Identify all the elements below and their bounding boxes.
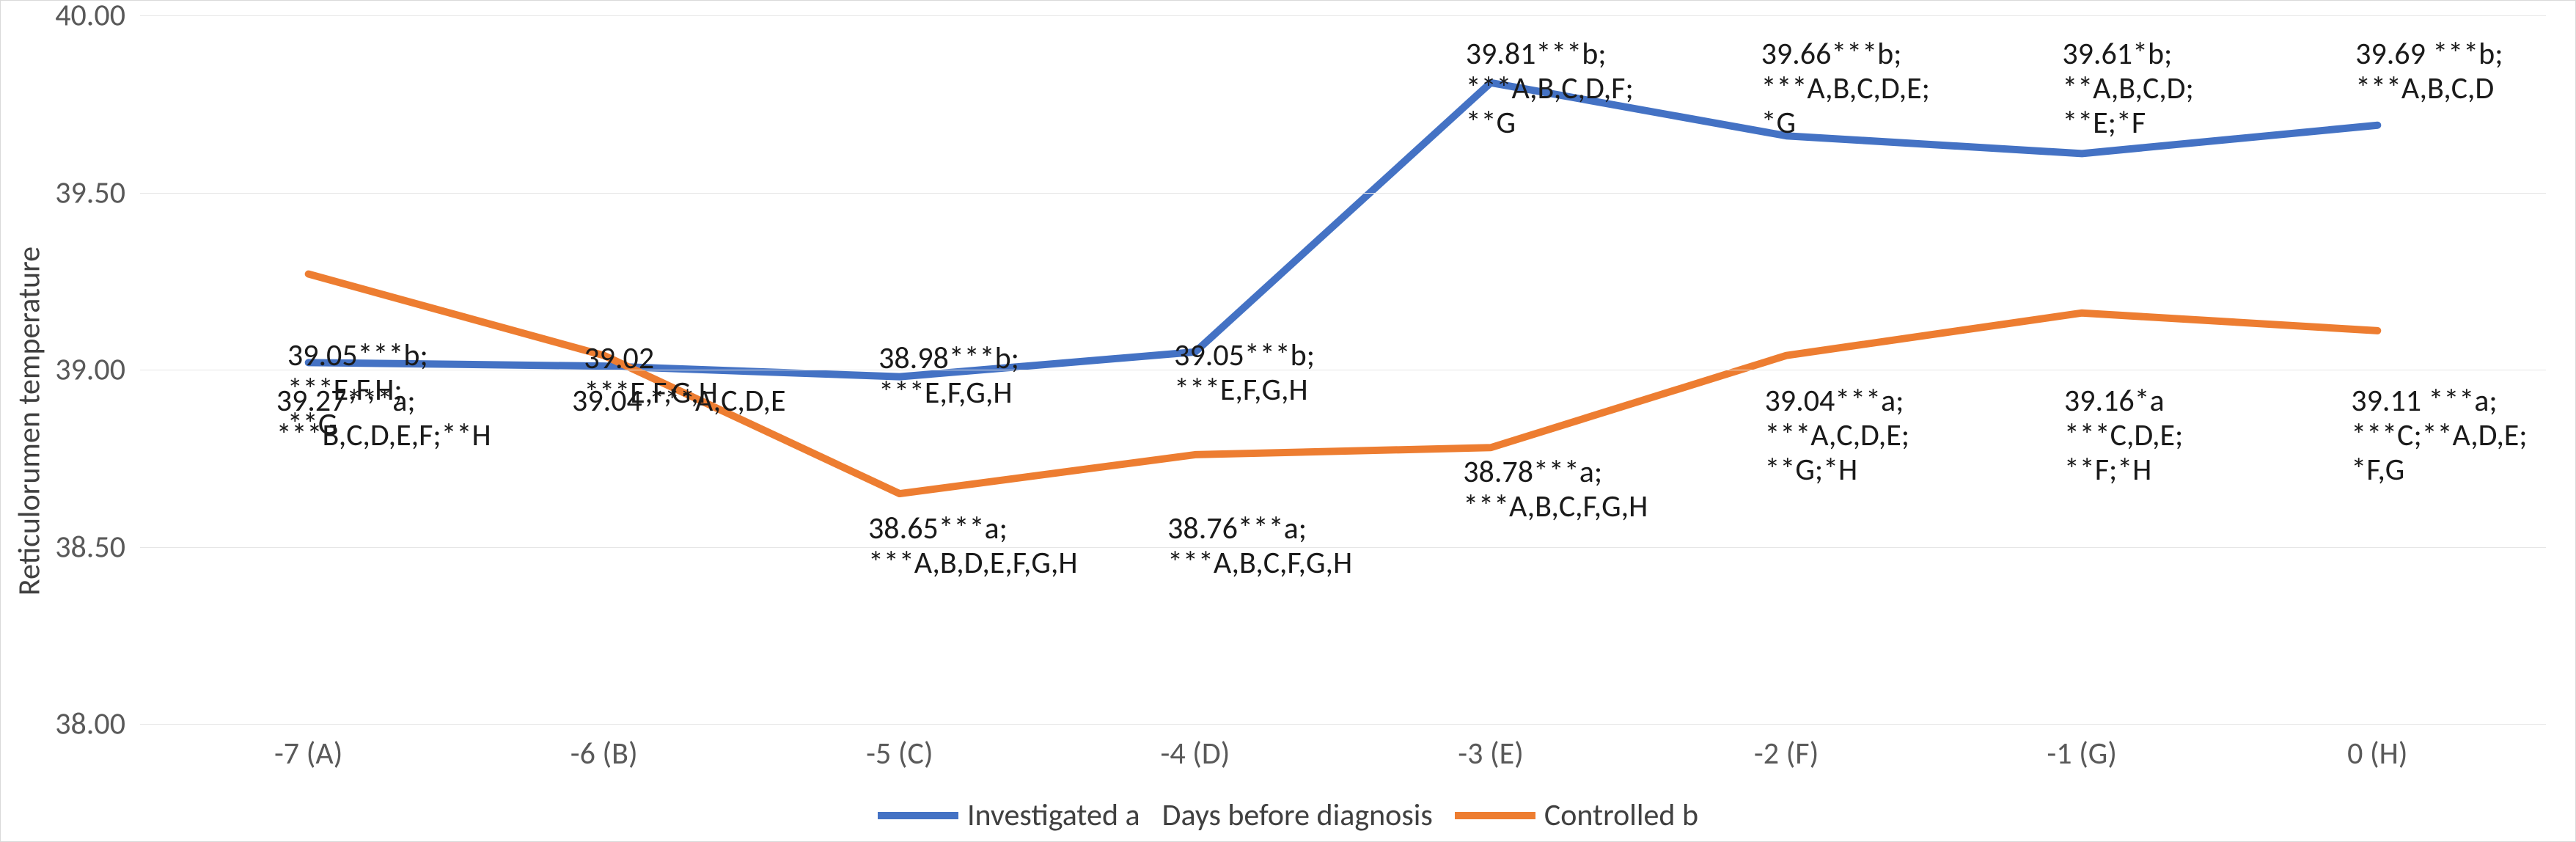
x-tick-label: -1 (G) xyxy=(2047,724,2117,772)
legend-swatch xyxy=(878,812,958,819)
legend: Investigated a Days before diagnosis Contr… xyxy=(1,797,2575,834)
data-annotation: 39.16*a ***C,D,E; **F;*H xyxy=(2064,384,2183,487)
plot-area: 38.0038.5039.0039.5040.00-7 (A)-6 (B)-5 … xyxy=(140,15,2546,724)
x-tick-label: -6 (B) xyxy=(570,724,638,772)
legend-label: Investigated a xyxy=(967,797,1140,834)
legend-swatch xyxy=(1455,812,1535,819)
x-tick-label: -7 (A) xyxy=(274,724,342,772)
y-tick-label: 39.50 xyxy=(55,174,140,211)
y-axis-label: Reticulorumen temperature xyxy=(10,246,48,596)
data-annotation: 39.27***a; ***B,C,D,E,F;**H xyxy=(276,384,491,453)
gridline xyxy=(140,193,2546,194)
data-annotation: 38.76***a; ***A,B,C,F,G,H xyxy=(1167,511,1352,580)
data-annotation: 39.04***a; ***A,C,D,E; **G;*H xyxy=(1765,384,1909,487)
data-annotation: 39.11 ***a; ***C;**A,D,E; *F,G xyxy=(2351,384,2527,487)
x-tick-label: -3 (E) xyxy=(1458,724,1524,772)
data-annotation: 39.66***b; ***A,B,C,D,E; *G xyxy=(1761,37,1930,140)
x-tick-label: -5 (C) xyxy=(866,724,933,772)
x-tick-label: 0 (H) xyxy=(2347,724,2407,772)
y-tick-label: 39.00 xyxy=(55,351,140,389)
y-tick-label: 38.00 xyxy=(55,706,140,743)
data-annotation: 39.61*b; **A,B,C,D; **E;*F xyxy=(2062,37,2193,140)
x-tick-label: -2 (F) xyxy=(1754,724,1819,772)
y-tick-label: 38.50 xyxy=(55,528,140,565)
data-annotation: 38.78***a; ***A,B,C,F,G,H xyxy=(1463,455,1648,524)
data-annotation: 39.69 ***b; ***A,B,C,D xyxy=(2355,37,2503,106)
data-annotation: 38.98***b; ***E,F,G,H xyxy=(878,341,1019,410)
x-tick-label: -4 (D) xyxy=(1160,724,1230,772)
legend-label: Controlled b xyxy=(1544,797,1698,834)
gridline xyxy=(140,724,2546,725)
gridline xyxy=(140,15,2546,16)
x-axis-label: Days before diagnosis xyxy=(1162,797,1433,834)
y-tick-label: 40.00 xyxy=(55,0,140,34)
chart-container: Reticulorumen temperature 38.0038.5039.0… xyxy=(0,0,2576,842)
data-annotation: 38.65***a; ***A,B,D,E,F,G,H xyxy=(868,511,1078,580)
data-annotation: 39.04 ***A,C,D,E xyxy=(572,384,785,418)
data-annotation: 39.05***b; ***E,F,G,H xyxy=(1174,338,1315,407)
data-annotation: 39.81***b; ***A,B,C,D,F; **G xyxy=(1466,37,1634,140)
legend-item: Investigated a xyxy=(878,797,1140,834)
legend-item: Controlled b xyxy=(1455,797,1698,834)
